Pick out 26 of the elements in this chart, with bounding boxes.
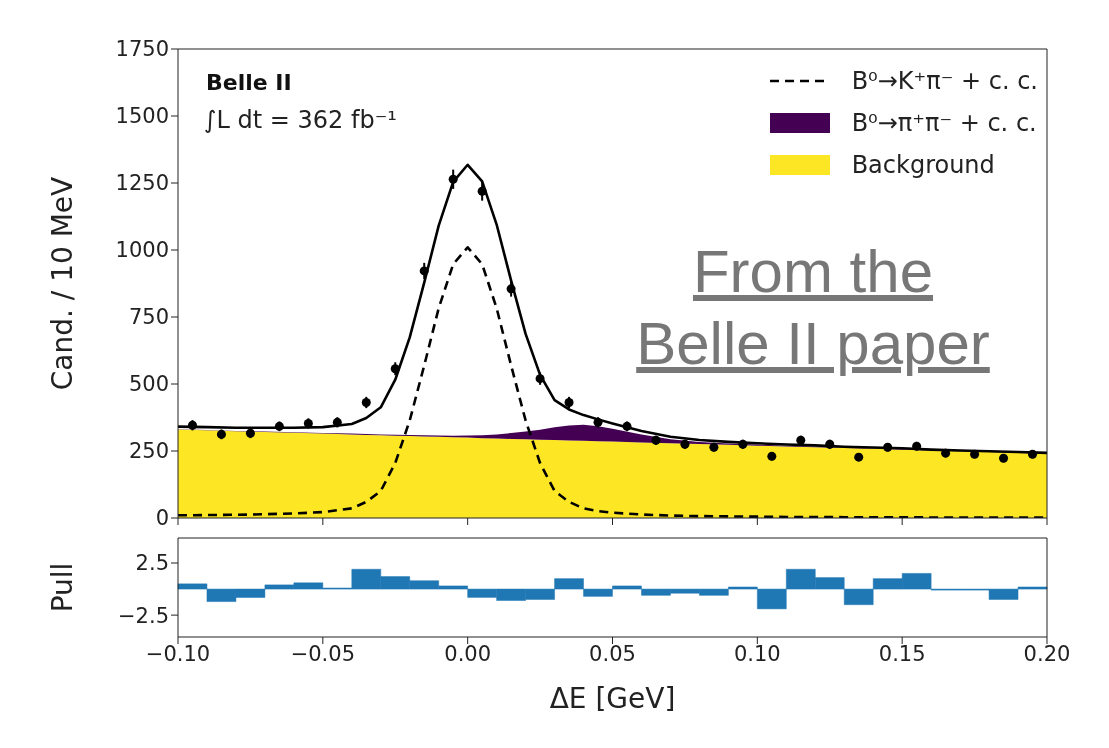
x-tick-label: 0.05 bbox=[589, 641, 636, 666]
y-axis-title: Pull bbox=[45, 562, 79, 613]
y-tick-label: −2.5 bbox=[118, 603, 169, 628]
y-axis-title: Cand. / 10 MeV bbox=[45, 176, 79, 391]
x-tick-label: 0.00 bbox=[444, 641, 492, 666]
legend-label: B⁰→π⁺π⁻ + c. c. bbox=[851, 109, 1037, 137]
y-tick-label: 1500 bbox=[115, 104, 169, 129]
y-tick-label: 1250 bbox=[115, 171, 169, 196]
y-tick-label: 1750 bbox=[115, 37, 169, 62]
x-tick-label: 0.10 bbox=[733, 641, 781, 666]
y-tick-label: 250 bbox=[128, 439, 169, 464]
y-tick-label: 750 bbox=[128, 305, 169, 330]
x-tick-label: −0.05 bbox=[290, 641, 356, 666]
y-tick-label: 1000 bbox=[115, 238, 169, 263]
y-tick-label: 0 bbox=[155, 506, 169, 531]
x-tick-label: 0.20 bbox=[1023, 641, 1071, 666]
x-tick-label: −0.10 bbox=[145, 641, 211, 666]
y-tick-label: 500 bbox=[128, 372, 169, 397]
annotation: Belle II bbox=[206, 70, 292, 95]
annotation: ∫L dt = 362 fb⁻¹ bbox=[204, 106, 397, 134]
annotation: From the Belle II paper bbox=[635, 237, 991, 379]
x-axis-title: ΔE [GeV] bbox=[549, 682, 676, 715]
legend-label: B⁰→K⁺π⁻ + c. c. bbox=[851, 67, 1038, 95]
x-tick-label: 0.15 bbox=[878, 641, 926, 666]
legend-label: Background bbox=[851, 151, 995, 179]
y-tick-label: 2.5 bbox=[135, 551, 169, 576]
